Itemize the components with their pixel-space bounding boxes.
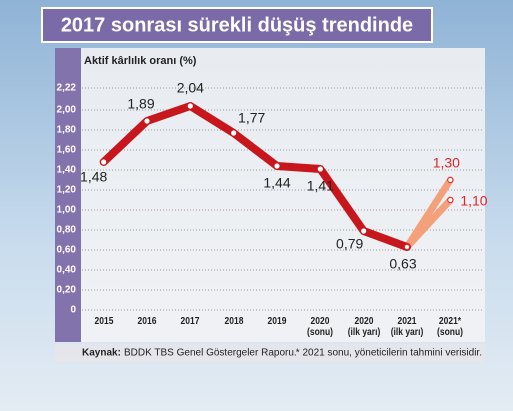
- value-label: 1,41: [307, 178, 334, 194]
- x-tick-label: 2016: [137, 316, 157, 327]
- data-point: [447, 176, 454, 184]
- y-tick-label: 0,40: [57, 265, 77, 276]
- data-point: [101, 159, 107, 165]
- note: * 2021 sonu, yöneticilerin tahmini veris…: [296, 348, 482, 359]
- value-label: 1,44: [263, 175, 290, 191]
- value-label: 0,63: [389, 256, 416, 272]
- data-point: [231, 130, 237, 136]
- y-tick-label: 0,20: [57, 285, 77, 296]
- value-label: 1,89: [127, 96, 154, 112]
- y-tick-label: 0,80: [57, 225, 77, 236]
- y-tick-label: 1,60: [57, 145, 77, 156]
- value-label: 1,10: [460, 193, 487, 209]
- footer: [55, 344, 485, 362]
- y-tick-label: 1,00: [57, 205, 77, 216]
- y-axis-label: Aktif kârlılık oranı (%): [84, 55, 197, 67]
- data-point: [144, 118, 150, 124]
- x-tick-label: 2017: [180, 316, 200, 327]
- data-point: [317, 166, 323, 172]
- series-line: [99, 102, 411, 251]
- value-label: 0,79: [336, 236, 363, 252]
- y-tick-label: 1,20: [57, 185, 77, 196]
- y-tick-label: 0: [70, 305, 76, 316]
- x-tick-label: 2021* (sonu): [437, 316, 464, 338]
- data-point: [447, 196, 454, 204]
- value-label: 1,48: [80, 169, 107, 185]
- x-tick-label: 2019: [267, 316, 287, 327]
- data-point: [403, 243, 411, 251]
- y-tick-label: 1,80: [57, 125, 77, 136]
- x-tick-label: 2020 (sonu): [307, 316, 334, 338]
- y-tick-label: 1,40: [57, 165, 77, 176]
- y-tick-label: 0,60: [57, 245, 77, 256]
- y-tick-label: 2,22: [57, 83, 77, 94]
- chart-title: 2017 sonrası sürekli düşüş trendinde: [61, 14, 413, 36]
- value-label: 1,77: [238, 110, 265, 126]
- title-banner: [41, 7, 433, 43]
- series-line: [403, 176, 454, 251]
- data-point: [187, 103, 193, 109]
- value-label: 1,30: [433, 155, 460, 171]
- data-point: [274, 163, 280, 169]
- x-tick-label: 2015: [94, 316, 114, 327]
- x-tick-label: 2021 (ilk yarı): [390, 316, 424, 338]
- x-tick-label: 2020 (ilk yarı): [347, 316, 380, 338]
- value-label: 2,04: [177, 80, 204, 96]
- plot-panel: [55, 48, 485, 342]
- source: BDDK TBS Genel Göstergeler Raporu.: [124, 348, 297, 359]
- x-tick-label: 2018: [224, 316, 244, 327]
- data-point: [361, 228, 367, 234]
- source-label: Kaynak:: [82, 348, 121, 359]
- axis-stripe: [55, 48, 81, 342]
- y-tick-label: 2,00: [57, 105, 77, 116]
